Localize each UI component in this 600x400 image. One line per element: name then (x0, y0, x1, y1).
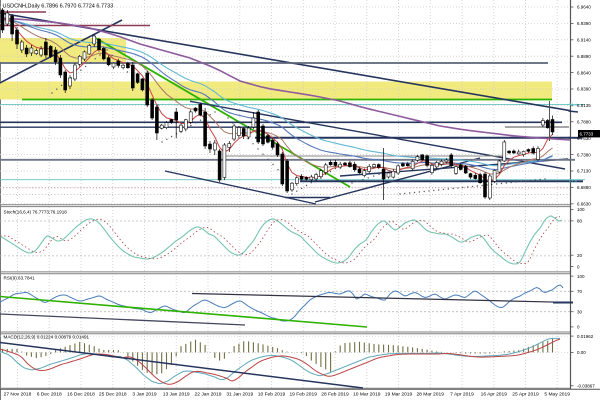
svg-text:31 Jan 2019: 31 Jan 2019 (226, 392, 253, 398)
svg-text:6.7130: 6.7130 (577, 169, 591, 174)
svg-text:25 Apr 2019: 25 Apr 2019 (512, 392, 539, 398)
svg-text:6.6880: 6.6880 (577, 185, 591, 190)
svg-text:10 Mar 2019: 10 Mar 2019 (353, 392, 381, 398)
svg-text:0.00: 0.00 (577, 350, 586, 355)
svg-text:100: 100 (577, 274, 585, 279)
svg-text:6 Dec 2018: 6 Dec 2018 (37, 392, 62, 398)
svg-text:27 Nov 2018: 27 Nov 2018 (4, 392, 32, 398)
svg-text:3 Jan 2019: 3 Jan 2019 (132, 392, 156, 398)
svg-text:6.7733: 6.7733 (580, 132, 594, 137)
svg-text:100: 100 (577, 207, 585, 212)
svg-text:20: 20 (577, 253, 583, 258)
svg-text:MACD(12,26,9) 0.01224 0.00879: MACD(12,26,9) 0.01224 0.00879 0.01491 (4, 335, 90, 340)
svg-text:6.8890: 6.8890 (577, 54, 591, 59)
svg-text:28 Mar 2019: 28 Mar 2019 (416, 392, 444, 398)
svg-text:28 Feb 2019: 28 Feb 2019 (321, 392, 349, 398)
svg-text:13 Jan 2019: 13 Jan 2019 (163, 392, 190, 398)
svg-text:USDCNH,Daily 6.7896 6.7970 6.7: USDCNH,Daily 6.7896 6.7970 6.7724 6.7733 (3, 4, 114, 10)
svg-text:10 Feb 2019: 10 Feb 2019 (258, 392, 286, 398)
svg-text:6.8640: 6.8640 (577, 70, 591, 75)
svg-text:80: 80 (577, 219, 583, 224)
svg-text:0.01962: 0.01962 (577, 334, 594, 339)
svg-text:6.6630: 6.6630 (577, 202, 591, 207)
svg-text:6.8135: 6.8135 (577, 103, 591, 108)
svg-text:16 Dec 2018: 16 Dec 2018 (67, 392, 95, 398)
svg-text:25 Dec 2018: 25 Dec 2018 (99, 392, 127, 398)
svg-text:6.8390: 6.8390 (577, 87, 591, 92)
svg-text:6.9640: 6.9640 (577, 5, 591, 10)
svg-text:6.7630: 6.7630 (577, 136, 591, 141)
svg-text:Stoch(16,6,4) 76.7773;76.1918: Stoch(16,6,4) 76.7773;76.1918 (4, 210, 68, 215)
svg-text:19 Feb 2019: 19 Feb 2019 (289, 392, 317, 398)
svg-text:RSI(9) 63.7841: RSI(9) 63.7841 (4, 276, 36, 281)
svg-text:30: 30 (577, 309, 583, 314)
svg-text:5 May 2019: 5 May 2019 (544, 392, 570, 398)
svg-text:6.7880: 6.7880 (577, 120, 591, 125)
svg-text:70: 70 (577, 289, 583, 294)
svg-text:-0.03867: -0.03867 (577, 383, 595, 388)
svg-text:61.8: 61.8 (569, 178, 578, 183)
svg-text:16 Apr 2019: 16 Apr 2019 (481, 392, 508, 398)
svg-text:76.4: 76.4 (569, 102, 578, 107)
svg-text:7 Apr 2019: 7 Apr 2019 (450, 392, 474, 398)
svg-text:6.9390: 6.9390 (577, 21, 591, 26)
svg-text:6.7380: 6.7380 (577, 152, 591, 157)
svg-text:0: 0 (577, 264, 580, 269)
svg-text:6.9140: 6.9140 (577, 38, 591, 43)
svg-text:0: 0 (577, 325, 580, 330)
svg-text:22 Jan 2019: 22 Jan 2019 (195, 392, 222, 398)
svg-text:19 Mar 2019: 19 Mar 2019 (385, 392, 413, 398)
